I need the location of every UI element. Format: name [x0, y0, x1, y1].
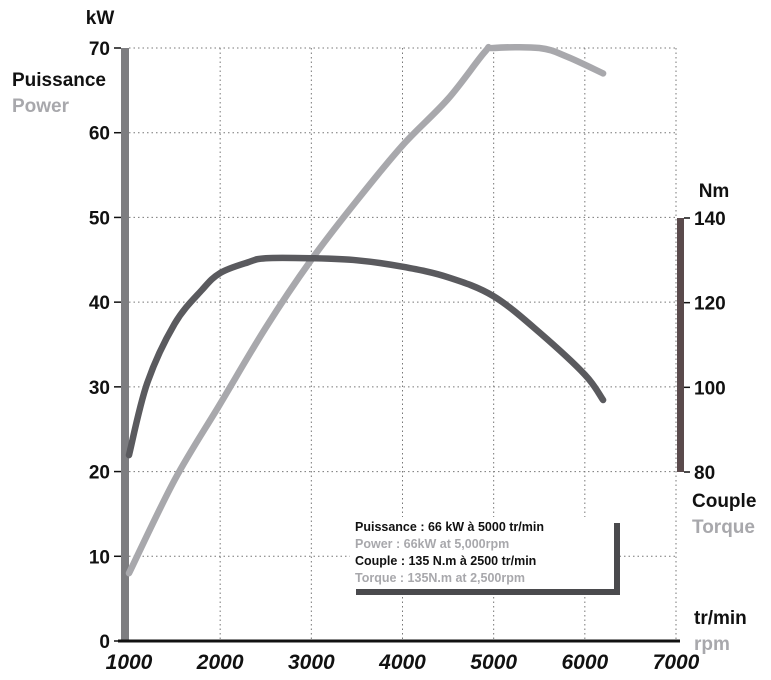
right-tick-label: 80 [694, 463, 715, 484]
x-tick-label: 4000 [378, 651, 426, 674]
right-axis-label: Couple [692, 491, 756, 512]
x-tick-label: 2000 [196, 651, 244, 674]
x-unit-label-en: rpm [694, 634, 730, 655]
x-tick-label: 5000 [470, 651, 517, 674]
legend-line-power-fr: Puissance : 66 kW à 5000 tr/min [355, 520, 544, 534]
left-tick-label: 50 [89, 208, 110, 229]
x-tick-label: 7000 [653, 651, 700, 674]
right-tick-label: 140 [694, 209, 726, 230]
left-tick-label: 60 [89, 124, 110, 145]
right-tick-label: 120 [694, 294, 726, 315]
left-tick-label: 20 [89, 463, 110, 484]
left-axis-bar [121, 48, 129, 640]
x-tick-label: 3000 [288, 651, 335, 674]
chart-grid [129, 47, 677, 641]
left-axis-label-en: Power [12, 96, 70, 117]
left-axis-label: Puissance [12, 70, 106, 91]
left-unit-label: kW [86, 8, 115, 29]
right-tick-label: 100 [694, 378, 726, 399]
x-tick-label: 1000 [106, 651, 153, 674]
right-axis-bar [677, 218, 684, 472]
x-tick-label: 6000 [561, 651, 608, 674]
left-tick-label: 30 [89, 378, 110, 399]
legend-line-torque-en: Torque : 135N.m at 2,500rpm [355, 571, 525, 585]
right-unit-label: Nm [699, 181, 730, 202]
left-tick-label: 10 [89, 547, 110, 568]
power-line [125, 43, 607, 577]
right-axis-label-en: Torque [692, 517, 755, 538]
legend-line-torque-fr: Couple : 135 N.m à 2500 tr/min [355, 554, 536, 568]
torque-line [125, 254, 607, 459]
x-unit-label: tr/min [694, 608, 747, 629]
legend-box: Puissance : 66 kW à 5000 tr/min Power : … [350, 517, 620, 595]
left-tick-label: 70 [89, 39, 110, 60]
legend-line-power-en: Power : 66kW at 5,000rpm [355, 537, 509, 551]
legend-background [350, 517, 614, 589]
left-tick-label: 0 [99, 632, 110, 653]
left-tick-label: 40 [89, 293, 110, 314]
